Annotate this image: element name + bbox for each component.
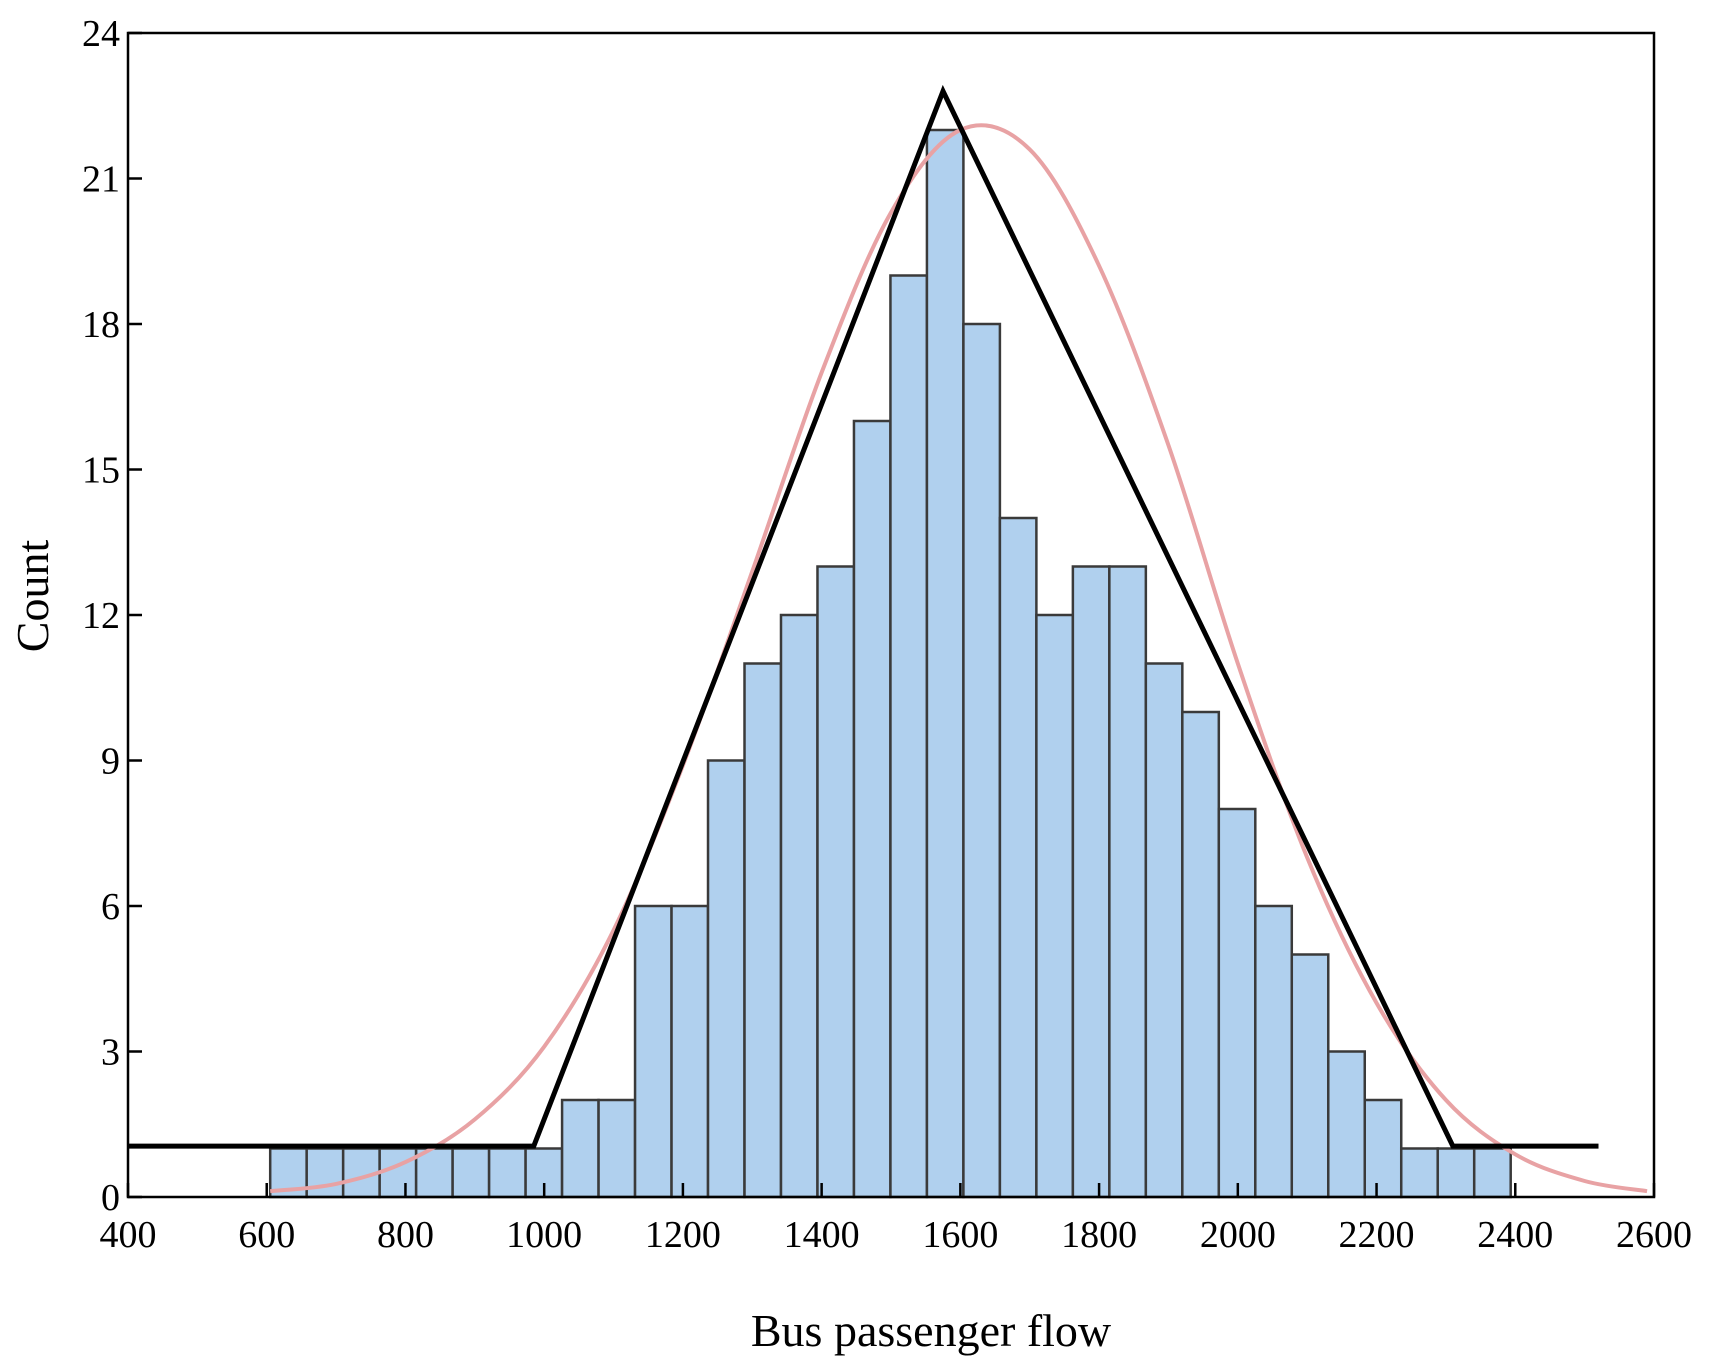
y-tick-label: 12: [82, 595, 120, 637]
y-tick-label: 9: [101, 741, 120, 783]
fit-lines: [128, 84, 1648, 1194]
x-tick-label: 1400: [784, 1214, 860, 1256]
histogram-bar: [706, 759, 746, 1199]
x-tick-label: 2600: [1616, 1214, 1692, 1256]
histogram-bar: [378, 1147, 418, 1199]
histogram-bar: [1363, 1098, 1403, 1199]
histogram-bar: [889, 274, 929, 1199]
x-axis-title: Bus passenger flow: [751, 1305, 1112, 1356]
histogram-bar: [1327, 1050, 1367, 1199]
x-tick-label: 400: [100, 1214, 157, 1256]
histogram-bar: [1071, 565, 1111, 1199]
histogram-bar: [1108, 565, 1148, 1199]
histogram-bar: [1290, 953, 1330, 1199]
histogram-bar: [451, 1147, 491, 1199]
y-tick-label: 6: [101, 886, 120, 928]
histogram-bar: [925, 128, 965, 1199]
histogram-bar: [1254, 904, 1294, 1199]
y-tick-label: 0: [101, 1177, 120, 1219]
y-tick-label: 15: [82, 450, 120, 492]
histogram-bar: [670, 904, 710, 1199]
histogram-bar: [816, 565, 856, 1199]
histogram-bar: [1181, 710, 1221, 1199]
histogram-bar: [962, 322, 1002, 1199]
histogram-bar: [560, 1098, 600, 1199]
histogram-bars: [268, 128, 1512, 1199]
x-tick-label: 600: [238, 1214, 295, 1256]
y-tick-label: 24: [82, 13, 120, 55]
y-tick-label: 18: [82, 304, 120, 346]
histogram-bar: [1217, 807, 1257, 1199]
histogram-bar: [633, 904, 673, 1199]
histogram-bar: [1144, 662, 1184, 1199]
y-tick-label: 21: [82, 159, 120, 201]
histogram-bar: [1399, 1147, 1439, 1199]
histogram-bar: [743, 662, 783, 1199]
y-tick-label: 3: [101, 1032, 120, 1074]
histogram-bar: [1035, 613, 1075, 1199]
y-axis-title: Count: [7, 540, 58, 653]
histogram-bar: [779, 613, 819, 1199]
x-tick-label: 800: [377, 1214, 434, 1256]
axis-ticks: 400 600 800 1000 1200 1400 1600 1800 2000 2200 240…: [82, 13, 1692, 1256]
triangular-fit-line: [128, 84, 1599, 1149]
x-tick-label: 1600: [922, 1214, 998, 1256]
x-tick-label: 2000: [1200, 1214, 1276, 1256]
x-tick-label: 2200: [1339, 1214, 1415, 1256]
histogram-bar: [852, 419, 892, 1199]
x-tick-label: 1000: [506, 1214, 582, 1256]
histogram-bar: [998, 516, 1038, 1199]
histogram-bar: [305, 1147, 345, 1199]
x-tick-label: 1800: [1061, 1214, 1137, 1256]
histogram-bar: [1472, 1147, 1512, 1199]
histogram-bar: [1436, 1147, 1476, 1199]
x-tick-label: 1200: [645, 1214, 721, 1256]
x-tick-label: 2400: [1477, 1214, 1553, 1256]
histogram-bar: [597, 1098, 637, 1199]
histogram-bar: [487, 1147, 527, 1199]
